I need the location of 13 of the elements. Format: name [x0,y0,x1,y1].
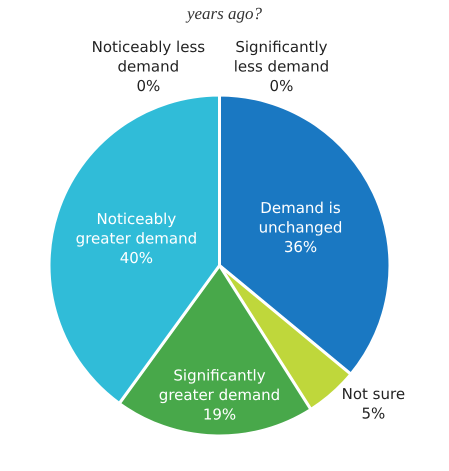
category-label: Noticeably less demand [92,38,206,76]
slice-label: Noticeably greater demand [76,210,198,248]
data-label: 5% [361,404,386,423]
text: 0% [270,77,294,95]
slice-label: Demand is unchanged [258,198,342,236]
data-label: 19% [202,405,236,424]
data-label: 36% [284,238,318,256]
chart-title: years ago? [184,4,263,23]
slice-label: Not sure [342,385,406,404]
text: 0% [136,77,160,95]
data-label: 40% [120,248,154,267]
category-label: Significantly less demand [234,38,330,76]
slice-label: Significantly greater demand [158,366,280,404]
